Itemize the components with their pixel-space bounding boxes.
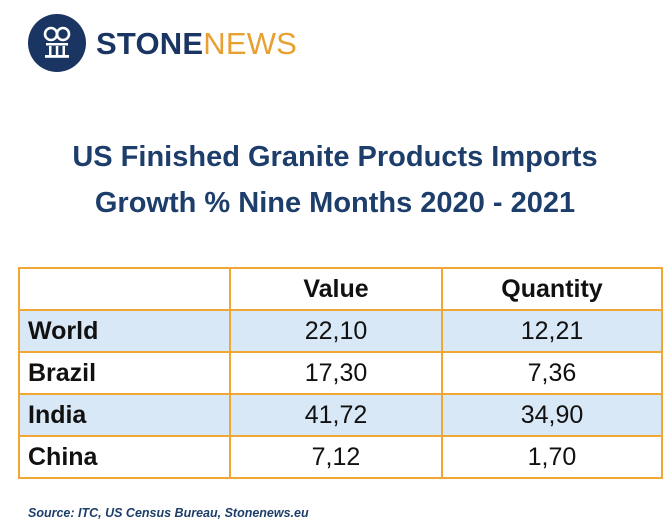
chart-title-line-2: Growth % Nine Months 2020 - 2021 — [94, 187, 576, 219]
header-quantity: Quantity — [441, 267, 663, 311]
row-label: World — [18, 309, 231, 353]
table-row: World 22,10 12,21 — [18, 309, 663, 353]
table-row: India 41,72 34,90 — [18, 393, 663, 437]
stonenews-logo: STONENEWS — [28, 12, 297, 74]
value-cell: 17,30 — [229, 351, 443, 395]
source-note: Source: ITC, US Census Bureau, Stonenews… — [28, 506, 309, 520]
quantity-cell: 7,36 — [441, 351, 663, 395]
row-label: Brazil — [18, 351, 231, 395]
logo-word-stone: STONE — [96, 25, 204, 61]
logo-wordmark: STONENEWS — [96, 28, 297, 59]
table-row: China 7,12 1,70 — [18, 435, 663, 479]
row-label: India — [18, 393, 231, 437]
growth-table: Value Quantity World 22,10 12,21 Brazil … — [18, 267, 663, 479]
chart-title: US Finished Granite Products Imports Gro… — [0, 134, 670, 226]
row-label: China — [18, 435, 231, 479]
value-cell: 7,12 — [229, 435, 443, 479]
value-cell: 41,72 — [229, 393, 443, 437]
value-cell: 22,10 — [229, 309, 443, 353]
table-header-row: Value Quantity — [18, 267, 663, 311]
header-blank-cell — [18, 267, 231, 311]
header-value: Value — [229, 267, 443, 311]
quantity-cell: 12,21 — [441, 309, 663, 353]
logo-emblem-icon — [28, 14, 86, 72]
quantity-cell: 1,70 — [441, 435, 663, 479]
table-row: Brazil 17,30 7,36 — [18, 351, 663, 395]
quantity-cell: 34,90 — [441, 393, 663, 437]
logo-word-news: NEWS — [203, 25, 298, 61]
chart-title-line-1: US Finished Granite Products Imports — [72, 141, 598, 173]
